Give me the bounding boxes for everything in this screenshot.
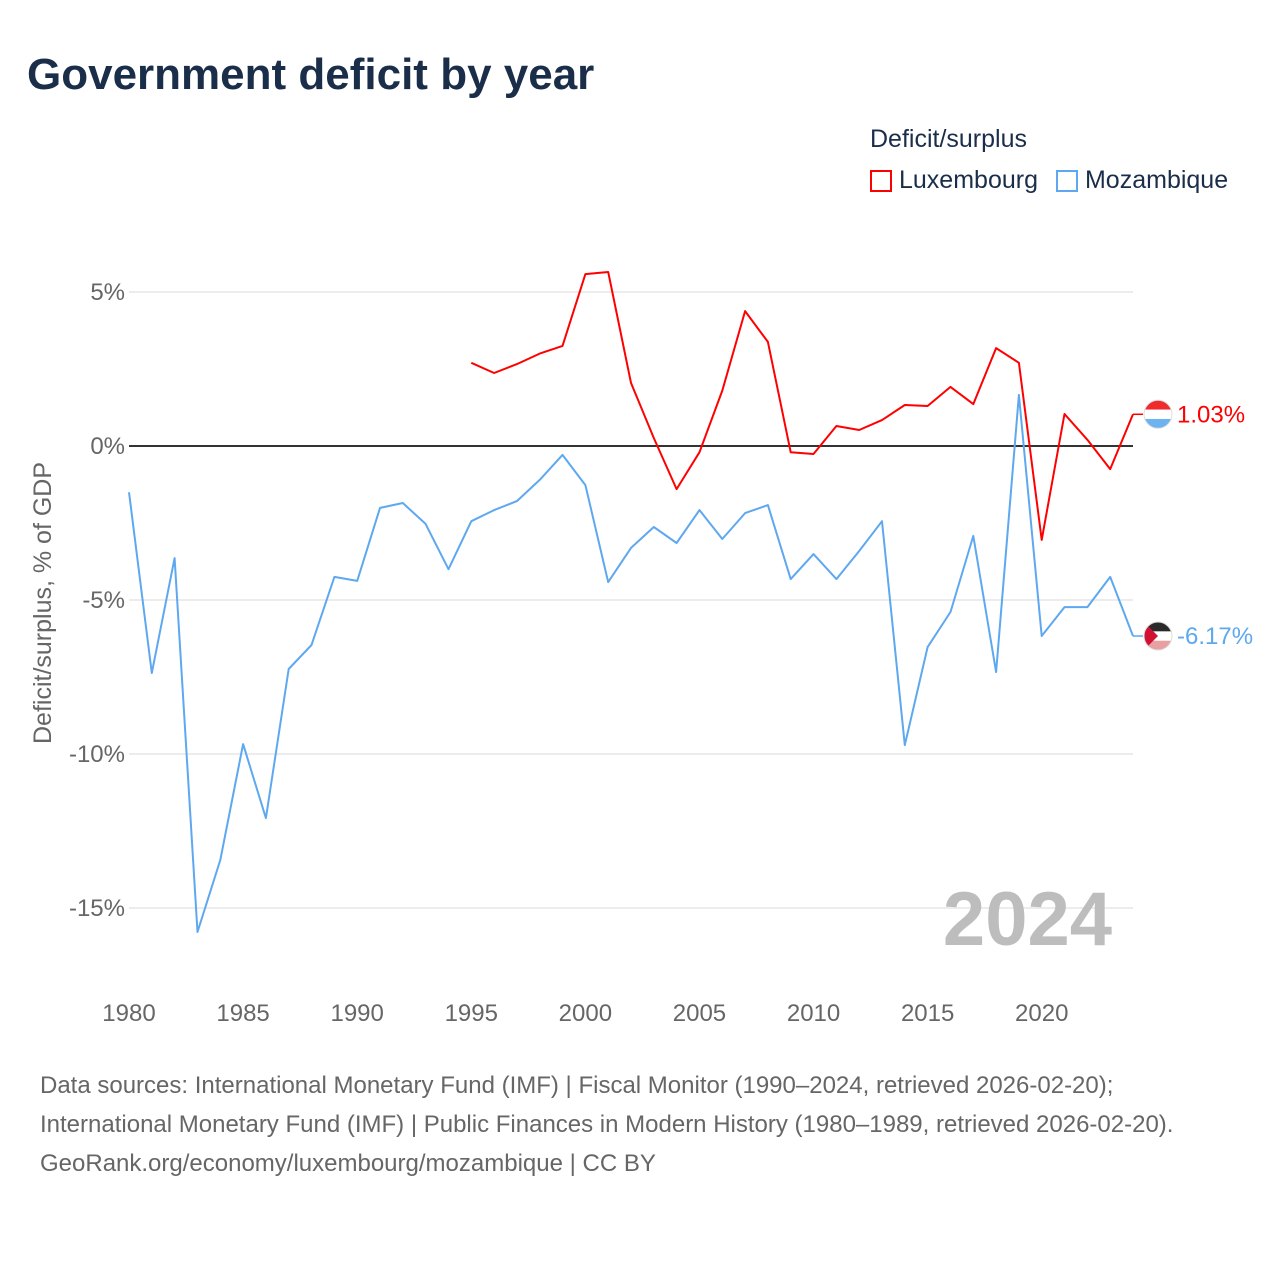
year-watermark: 2024 bbox=[943, 877, 1112, 962]
y-axis-label: Deficit/surplus, % of GDP bbox=[29, 462, 57, 744]
legend-label: Luxembourg bbox=[899, 166, 1038, 194]
end-value-label: 1.03% bbox=[1177, 401, 1245, 428]
x-tick-label: 2005 bbox=[673, 1000, 726, 1027]
x-tick-label: 2000 bbox=[559, 1000, 612, 1027]
legend-item-luxembourg[interactable]: Luxembourg bbox=[870, 166, 1038, 195]
flag-icon-mozambique bbox=[1143, 621, 1173, 651]
footer: Data sources: International Monetary Fun… bbox=[40, 1066, 1240, 1183]
x-tick-label: 1985 bbox=[216, 1000, 269, 1027]
y-tick-label: -15% bbox=[69, 895, 125, 922]
x-tick-label: 2020 bbox=[1015, 1000, 1068, 1027]
chart-title: Government deficit by year bbox=[27, 50, 595, 99]
legend-swatch bbox=[870, 169, 892, 192]
legend-title: Deficit/surplus bbox=[870, 125, 1027, 153]
y-tick-label: 5% bbox=[90, 279, 125, 306]
legend-swatch bbox=[1055, 169, 1078, 192]
flag-stripe bbox=[1144, 640, 1172, 651]
x-tick-label: 2010 bbox=[787, 1000, 840, 1027]
y-tick-label: -10% bbox=[69, 741, 125, 768]
legend-item-mozambique[interactable]: Mozambique bbox=[1055, 166, 1229, 195]
flag-triangle bbox=[1144, 622, 1158, 651]
y-tick-label: 0% bbox=[90, 433, 125, 460]
flag-icon-luxembourg bbox=[1143, 399, 1173, 429]
credit-link[interactable]: GeoRank.org/economy/luxembourg/mozambiqu… bbox=[40, 1150, 656, 1177]
x-tick-label: 1980 bbox=[102, 1000, 155, 1027]
flag-stripe bbox=[1144, 631, 1172, 641]
x-tick-label: 2015 bbox=[901, 1000, 954, 1027]
legend: Luxembourg Mozambique bbox=[870, 166, 1228, 195]
y-tick-label: -5% bbox=[82, 587, 125, 614]
legend-label: Mozambique bbox=[1084, 166, 1229, 194]
series-line-luxembourg bbox=[470, 271, 1134, 541]
x-tick-label: 1990 bbox=[330, 1000, 383, 1027]
flag-stripe bbox=[1144, 418, 1172, 429]
data-sources: Data sources: International Monetary Fun… bbox=[40, 1072, 1174, 1138]
x-tick-label: 1995 bbox=[445, 1000, 498, 1027]
flag-stripe bbox=[1144, 409, 1172, 420]
end-value-label: -6.17% bbox=[1177, 623, 1253, 650]
flag-stripe bbox=[1144, 622, 1172, 632]
flag-border bbox=[1143, 399, 1173, 429]
flag-border bbox=[1143, 621, 1173, 651]
flag-stripe bbox=[1144, 400, 1172, 410]
series-line-mozambique bbox=[128, 393, 1134, 933]
